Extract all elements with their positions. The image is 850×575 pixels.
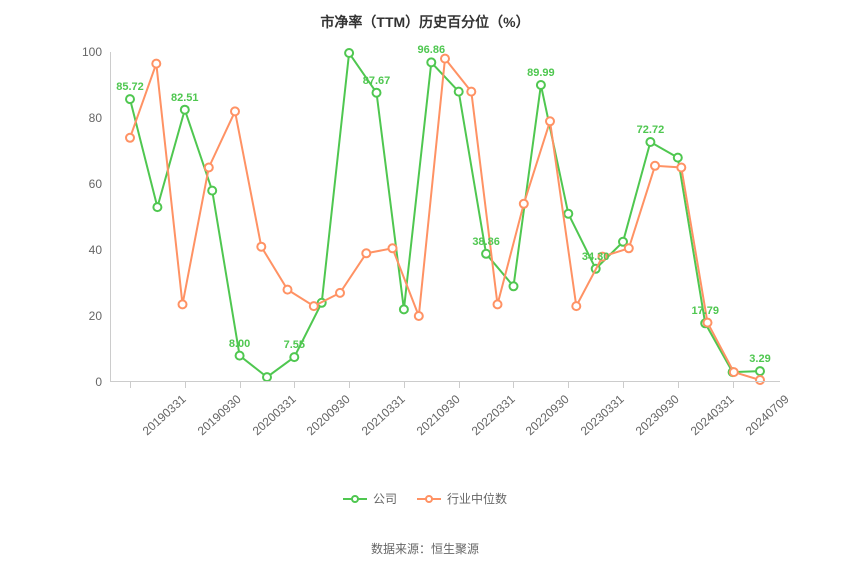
x-tick-mark [294, 382, 295, 388]
series-marker [400, 305, 408, 313]
series-marker [126, 134, 134, 142]
x-tick-label: 20210331 [359, 392, 408, 438]
data-point-label: 7.55 [284, 339, 305, 357]
series-marker [625, 244, 633, 252]
series-marker [310, 302, 318, 310]
series-marker [730, 368, 738, 376]
x-tick-label: 20220331 [468, 392, 517, 438]
x-tick-label: 20230331 [578, 392, 627, 438]
x-tick-mark [568, 382, 569, 388]
plot-area: 020406080100 201903312019093020200331202… [110, 52, 780, 382]
series-marker [205, 164, 213, 172]
series-marker [231, 107, 239, 115]
x-tick-mark [733, 382, 734, 388]
series-marker [208, 187, 216, 195]
series-marker [455, 88, 463, 96]
data-point-label: 8.00 [229, 338, 250, 356]
data-point-label: 85.72 [116, 81, 144, 99]
series-marker [467, 88, 475, 96]
x-tick-label: 20240709 [742, 392, 791, 438]
series-marker [651, 162, 659, 170]
y-tick-label: 20 [89, 309, 102, 323]
x-axis-line [110, 381, 780, 382]
data-point-label: 34.30 [582, 251, 610, 269]
series-marker [257, 243, 265, 251]
x-tick-label: 20200331 [249, 392, 298, 438]
series-marker [152, 60, 160, 68]
x-tick-label: 20230930 [633, 392, 682, 438]
data-point-label: 3.29 [749, 353, 770, 371]
series-marker [345, 49, 353, 57]
x-tick-mark [459, 382, 460, 388]
series-marker [510, 282, 518, 290]
series-marker [756, 376, 764, 384]
data-point-label: 17.79 [691, 305, 719, 323]
x-tick-mark [240, 382, 241, 388]
legend-swatch [343, 493, 367, 505]
series-marker [494, 300, 502, 308]
x-tick-label: 20210930 [414, 392, 463, 438]
y-tick-label: 0 [95, 375, 102, 389]
source-note: 数据来源：恒生聚源 [0, 540, 850, 557]
series-marker [263, 373, 271, 381]
data-point-label: 87.67 [363, 75, 391, 93]
y-tick-label: 100 [82, 45, 102, 59]
x-tick-mark [678, 382, 679, 388]
data-point-label: 96.86 [418, 44, 446, 62]
series-marker [336, 289, 344, 297]
y-tick-label: 80 [89, 111, 102, 125]
series-marker [564, 210, 572, 218]
series-marker [415, 312, 423, 320]
legend-label: 公司 [373, 490, 397, 507]
x-tick-mark [349, 382, 350, 388]
x-tick-label: 20220930 [523, 392, 572, 438]
x-tick-mark [404, 382, 405, 388]
chart-title: 市净率（TTM）历史百分位（%） [0, 0, 850, 32]
legend-swatch [417, 493, 441, 505]
data-point-label: 82.51 [171, 92, 199, 110]
series-marker [179, 300, 187, 308]
data-point-label: 72.72 [637, 124, 665, 142]
x-tick-label: 20190331 [140, 392, 189, 438]
legend-label: 行业中位数 [447, 490, 507, 507]
x-tick-label: 20190930 [194, 392, 243, 438]
x-tick-mark [185, 382, 186, 388]
x-tick-mark [623, 382, 624, 388]
data-point-label: 89.99 [527, 67, 555, 85]
x-tick-mark [130, 382, 131, 388]
series-line-0 [130, 53, 760, 377]
series-marker [153, 203, 161, 211]
legend-item[interactable]: 公司 [343, 490, 397, 507]
x-tick-label: 20240331 [688, 392, 737, 438]
data-point-label: 38.86 [472, 236, 500, 254]
chart-lines-svg [110, 52, 780, 382]
y-tick-label: 40 [89, 243, 102, 257]
y-tick-label: 60 [89, 177, 102, 191]
series-marker [520, 200, 528, 208]
series-marker [546, 117, 554, 125]
series-line-1 [130, 59, 760, 380]
x-tick-label: 20200930 [304, 392, 353, 438]
chart-container: 市净率（TTM）历史百分位（%） 020406080100 2019033120… [0, 0, 850, 575]
series-marker [389, 244, 397, 252]
series-marker [677, 164, 685, 172]
series-marker [572, 302, 580, 310]
series-marker [362, 249, 370, 257]
series-marker [674, 154, 682, 162]
legend: 公司 行业中位数 [0, 490, 850, 510]
legend-item[interactable]: 行业中位数 [417, 490, 507, 507]
x-tick-mark [513, 382, 514, 388]
series-marker [284, 286, 292, 294]
